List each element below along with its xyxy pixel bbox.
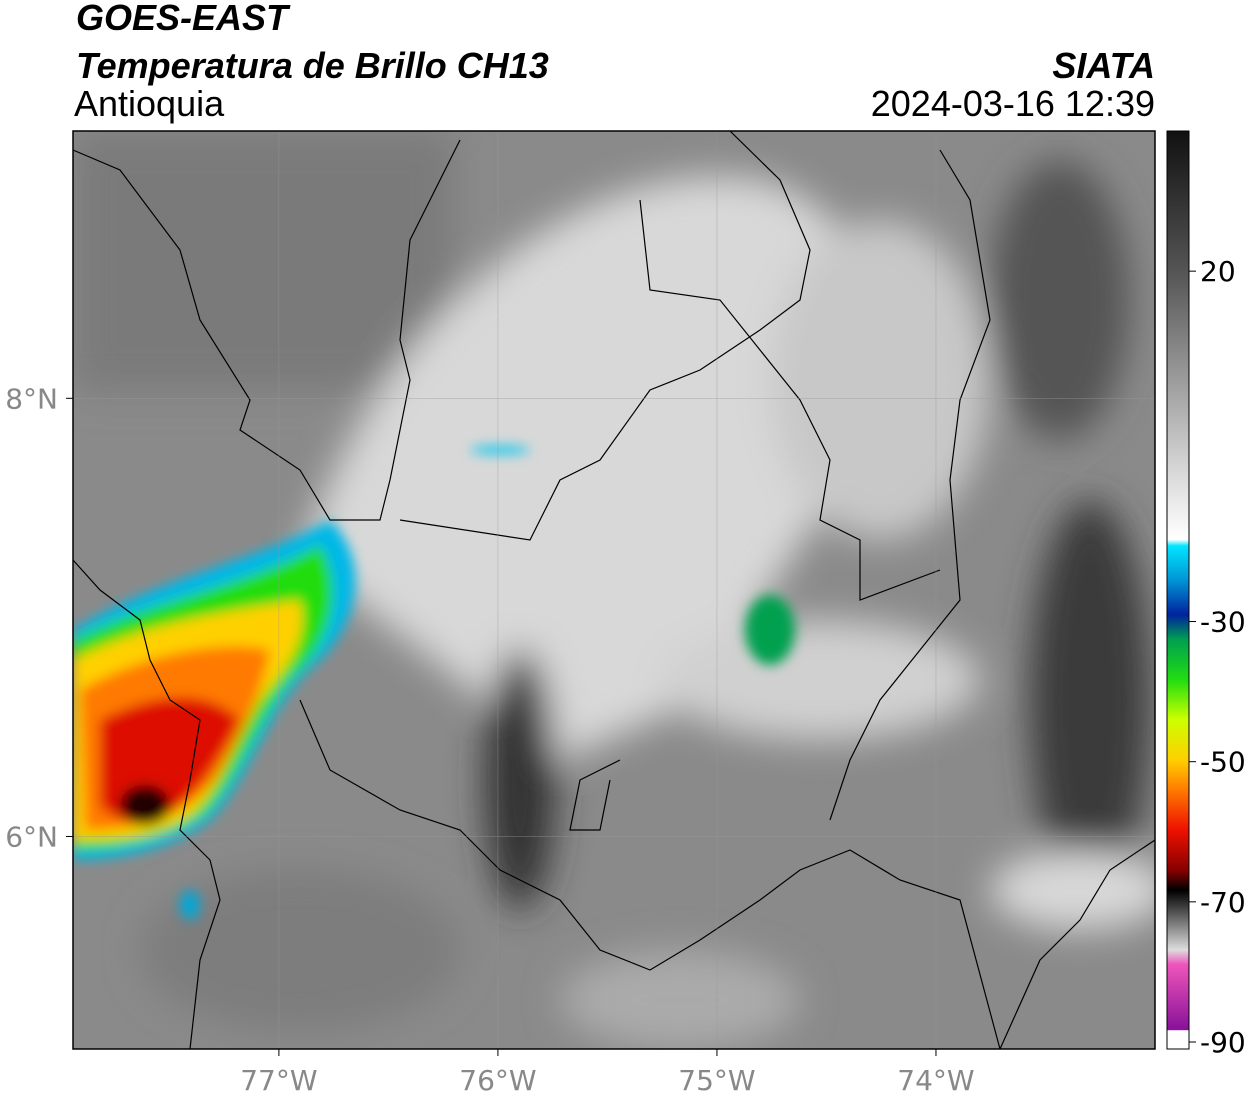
lon-tick-label: 75°W [678,1064,755,1097]
satellite: GOES-EAST [76,0,291,38]
timestamp: 2024-03-16 12:39 [871,83,1155,124]
lat-tick-label: 8°N [5,382,58,415]
region: Antioquia [74,83,225,124]
colorbar-tick-label: -90 [1200,1026,1246,1059]
source: SIATA [1052,45,1155,86]
lon-tick-label: 77°W [240,1064,317,1097]
product: Temperatura de Brillo CH13 [76,45,549,86]
lon-tick-label: 76°W [459,1064,536,1097]
lat-tick-label: 6°N [5,820,58,853]
colorbar-tick-label: -70 [1200,886,1246,919]
colorbar-tick-label: -50 [1200,746,1246,779]
graticule [73,131,1155,1049]
map-image [73,131,1155,1049]
colorbar-tick-label: -30 [1200,606,1246,639]
map-frame [72,130,1156,1050]
colorbar [1166,130,1190,1050]
lon-tick-label: 74°W [897,1064,974,1097]
colorbar-tick-label: 20 [1200,255,1236,288]
